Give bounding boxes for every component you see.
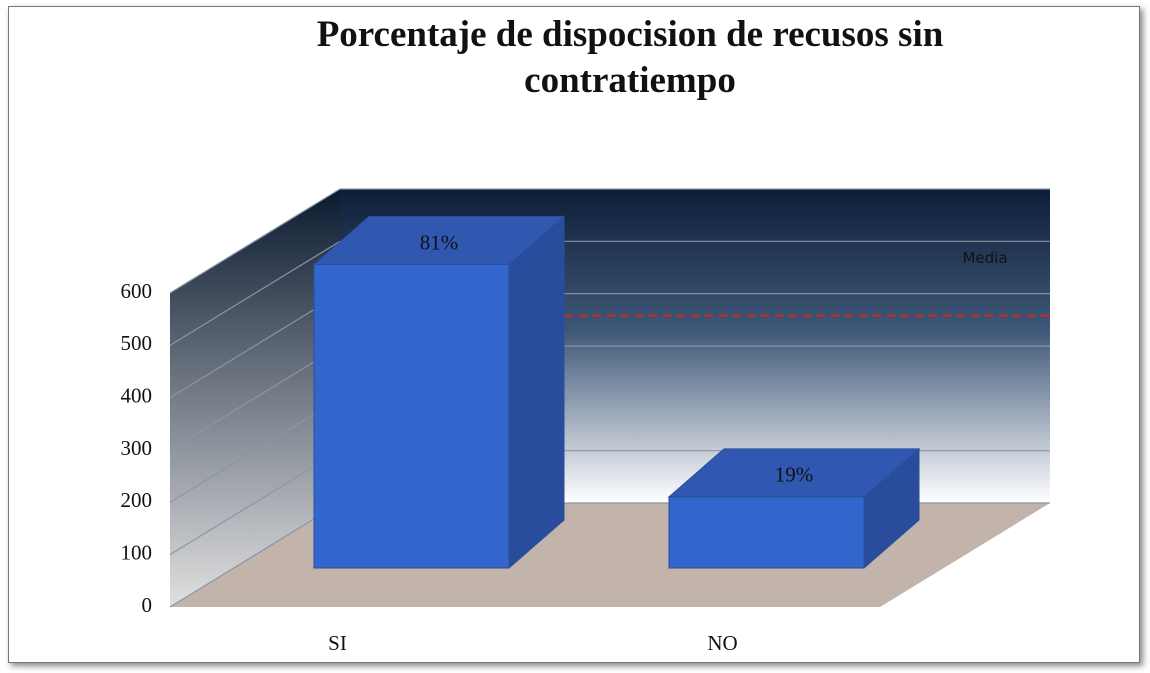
y-tick-label: 300 (121, 436, 153, 460)
data-label: 81% (420, 230, 459, 254)
grid-line (169, 188, 1050, 294)
y-tick-label: 100 (121, 540, 153, 564)
bar-face (508, 215, 565, 570)
bar-face (313, 263, 510, 569)
y-tick-label: 400 (121, 383, 153, 407)
bar (667, 447, 921, 570)
data-label: 19% (775, 463, 814, 487)
bar-face (668, 496, 865, 569)
x-tick-label: NO (707, 631, 737, 655)
x-tick-label: SI (328, 631, 347, 655)
y-tick-label: 0 (142, 593, 153, 617)
bar (312, 215, 566, 570)
y-tick-label: 600 (121, 279, 153, 303)
y-tick-label: 500 (121, 331, 153, 355)
media-label: Media (962, 249, 1007, 267)
chart-title: Porcentaje de dispocision de recusos sin… (316, 14, 944, 101)
y-tick-label: 200 (121, 488, 153, 512)
